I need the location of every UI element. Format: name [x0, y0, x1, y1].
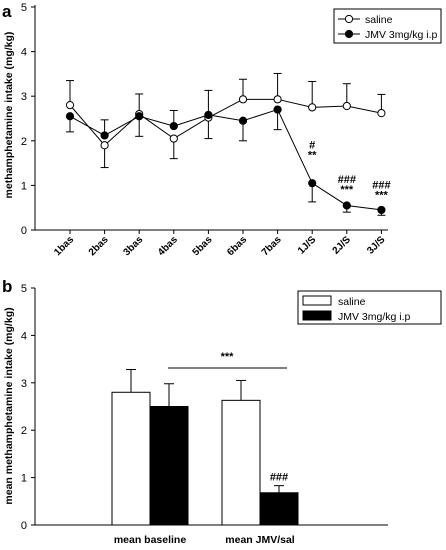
panel-b-jmv-bar: [259, 492, 299, 526]
panel-b-y-tick-label: 1: [21, 473, 27, 485]
panel-b-category-label: mean JMV/sal: [225, 534, 295, 546]
panel-b-label: b: [2, 277, 12, 296]
panel-a-x-tick-label: 6bas: [225, 234, 249, 258]
panel-a-y-tick-label: 1: [21, 180, 27, 192]
panel-a-significance-label: #: [309, 139, 315, 151]
panel-a-y-axis-label: methamphetamine intake (mg/kg): [3, 32, 15, 199]
panel-a-saline-point: [238, 95, 248, 104]
panel-b: b mean methamphetamine intake (mg/kg) 0 1…: [2, 277, 442, 546]
panel-a-x-tick-label: 4bas: [156, 234, 180, 258]
panel-b-saline-bar: [111, 391, 151, 526]
legend-b-saline-swatch: [302, 295, 332, 306]
panel-a-x-tick-label: 2bas: [87, 234, 111, 258]
panel-a-y-tick-label: 4: [21, 47, 27, 59]
panel-a-significance-label: ###: [338, 174, 356, 186]
legend-b-jmv-swatch: [302, 310, 332, 321]
panel-b-jmv-bar: [149, 406, 189, 526]
panel-a-x-tick-label: 5bas: [191, 234, 215, 258]
panel-a-legend-box: [333, 8, 442, 44]
panel-a-y-tick-label: 2: [21, 136, 27, 148]
panel-b-y-tick-label: 5: [21, 283, 27, 295]
panel-a-x-tick-label: 3bas: [121, 234, 145, 258]
legend-a-jmv-label: JMV 3mg/kg i.p: [365, 29, 438, 41]
panel-a-saline-point: [308, 103, 317, 112]
panel-a-jmv-point: [65, 112, 75, 121]
panel-a-jmv-point: [273, 105, 282, 114]
panel-a-significance-label: ###: [372, 180, 390, 192]
panel-a-x-tick-label: 1J/S: [296, 234, 319, 257]
panel-a-x-tick-label: 2J/S: [331, 234, 354, 257]
panel-a-x-tick-label: 3J/S: [365, 234, 388, 257]
panel-b-y-tick-label: 2: [21, 425, 27, 437]
legend-a-saline-marker: [344, 14, 354, 24]
panel-a-saline-point: [100, 141, 109, 150]
panel-b-significance-label: ***: [221, 351, 235, 363]
panel-a: a methamphetamine intake (mg/kg) 012345 …: [2, 2, 442, 258]
panel-b-saline-bar: [221, 399, 261, 526]
panel-a-saline-point: [169, 134, 178, 143]
panel-a-jmv-point: [238, 116, 248, 125]
panel-b-bar-significance-label: ###: [270, 472, 288, 484]
panel-b-y-tick-label: 3: [21, 378, 27, 390]
panel-a-jmv-point: [135, 112, 144, 121]
panel-b-y-tick-label: 4: [21, 330, 27, 342]
panel-a-saline-point: [377, 109, 386, 118]
panel-a-jmv-point: [100, 131, 109, 140]
legend-b-jmv-label: JMV 3mg/kg i.p: [338, 311, 411, 323]
legend-a-jmv-marker: [344, 29, 354, 39]
panel-a-significance-label: **: [308, 149, 317, 161]
panel-a-label: a: [2, 2, 12, 21]
panel-a-jmv-point: [204, 110, 213, 120]
panel-a-jmv-point: [169, 121, 178, 131]
legend-b-saline-label: saline: [338, 296, 366, 308]
panel-a-saline-point: [273, 95, 282, 104]
panel-a-saline-point: [342, 101, 351, 111]
panel-a-y-tick-label: 3: [21, 91, 27, 103]
panel-a-legend: saline JMV 3mg/kg i.p: [333, 8, 442, 44]
panel-a-jmv-line: [69, 108, 382, 211]
panel-a-significance-label: ***: [375, 190, 389, 202]
panel-b-legend: saline JMV 3mg/kg i.p: [297, 290, 442, 325]
panel-a-saline-line: [69, 98, 382, 146]
panel-a-saline-point: [65, 101, 75, 110]
panel-a-x-tick-label: 7bas: [260, 234, 284, 258]
panel-a-x-tick-label: 1bas: [52, 234, 76, 258]
panel-a-jmv-point: [308, 179, 317, 188]
panel-b-category-label: mean baseline: [114, 534, 187, 546]
panel-b-y-tick-label: 0: [21, 520, 27, 532]
panel-a-jmv-point: [342, 201, 351, 210]
legend-a-saline-label: saline: [365, 14, 393, 26]
panel-a-y-tick-label: 5: [21, 2, 27, 14]
panel-a-jmv-point: [377, 205, 386, 215]
panel-a-y-tick-label: 0: [21, 225, 27, 237]
panel-a-significance-label: ***: [340, 184, 354, 196]
panel-b-y-axis-label: mean methamphetamine intake (mg/kg): [3, 307, 15, 504]
